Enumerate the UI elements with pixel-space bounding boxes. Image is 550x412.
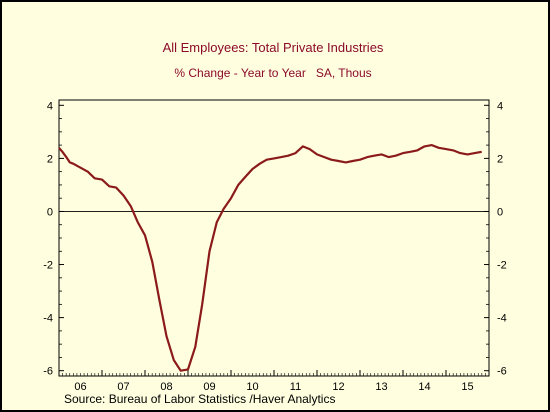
x-tick-label: 09 [203,381,215,393]
x-tick-label: 13 [375,381,387,393]
y-tick-label-right: -6 [497,366,507,378]
y-tick-label-left: 2 [47,153,53,165]
y-tick-label-left: -6 [43,366,53,378]
chart-title: All Employees: Total Private Industries [162,40,384,55]
y-tick-label-left: 0 [47,206,53,218]
x-tick-label: 14 [418,381,430,393]
source-note: Source: Bureau of Labor Statistics /Have… [64,392,336,406]
y-tick-label-right: 2 [497,153,503,165]
x-tick-label: 08 [160,381,172,393]
x-tick-label: 12 [332,381,344,393]
y-tick-label-right: -4 [497,313,507,325]
x-tick-label: 10 [246,381,258,393]
x-tick-label: 07 [117,381,129,393]
x-tick-label: 06 [74,381,86,393]
plot-area [58,99,490,377]
y-tick-label-right: -2 [497,260,507,272]
y-tick-label-left: -4 [43,313,53,325]
y-tick-label-right: 0 [497,206,503,218]
y-tick-label-right: 4 [497,100,503,112]
x-tick-label: 15 [461,381,473,393]
x-tick-label: 11 [290,381,301,393]
series-line [58,144,482,372]
chart-subtitle: % Change - Year to Year SA, Thous [174,66,372,80]
y-tick-label-left: 4 [47,100,53,112]
y-tick-label-left: -2 [43,260,53,272]
